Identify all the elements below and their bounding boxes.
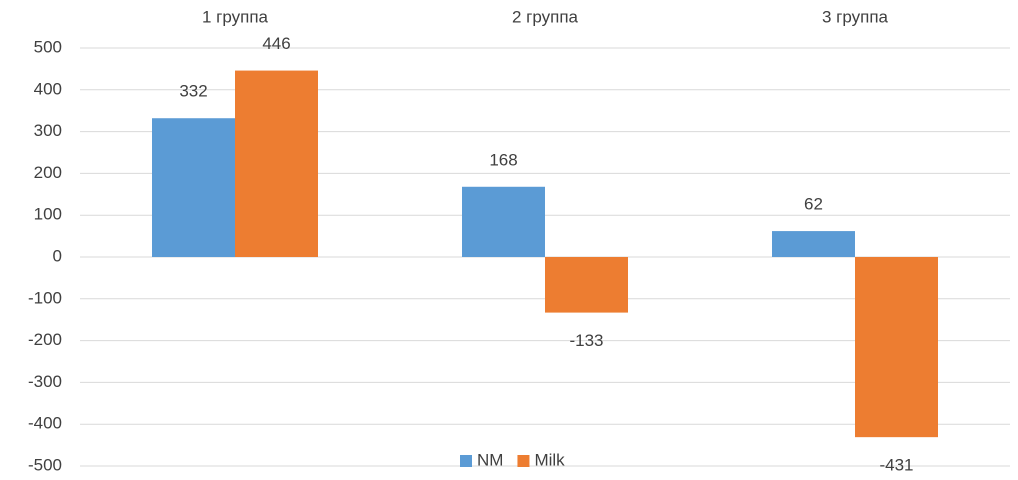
data-label: -431 [879, 456, 913, 475]
data-label: -133 [569, 331, 603, 350]
y-tick-label: 500 [34, 37, 62, 56]
bar [772, 231, 855, 257]
category-label: 2 группа [512, 7, 579, 26]
y-tick-label: -300 [28, 372, 62, 391]
data-label: 446 [262, 34, 290, 53]
y-tick-label: 200 [34, 163, 62, 182]
legend-label: Milk [534, 450, 565, 469]
y-tick-label: -200 [28, 330, 62, 349]
data-label: 332 [179, 82, 207, 101]
legend-swatch [460, 455, 472, 467]
bar [235, 70, 318, 258]
y-tick-label: 0 [53, 246, 62, 265]
bar [462, 186, 545, 257]
category-label: 3 группа [822, 7, 889, 26]
y-tick-label: -100 [28, 288, 62, 307]
bar [545, 257, 628, 313]
bar [855, 257, 938, 438]
y-tick-label: 400 [34, 79, 62, 98]
category-label: 1 группа [202, 7, 269, 26]
legend-swatch [517, 455, 530, 467]
data-label: 168 [489, 150, 517, 169]
legend-label: NM [477, 450, 503, 469]
y-tick-label: 300 [34, 121, 62, 140]
bar [152, 118, 235, 257]
y-tick-label: 100 [34, 205, 62, 224]
y-tick-label: -500 [28, 455, 62, 474]
y-tick-label: -400 [28, 414, 62, 433]
data-label: 62 [804, 195, 823, 214]
